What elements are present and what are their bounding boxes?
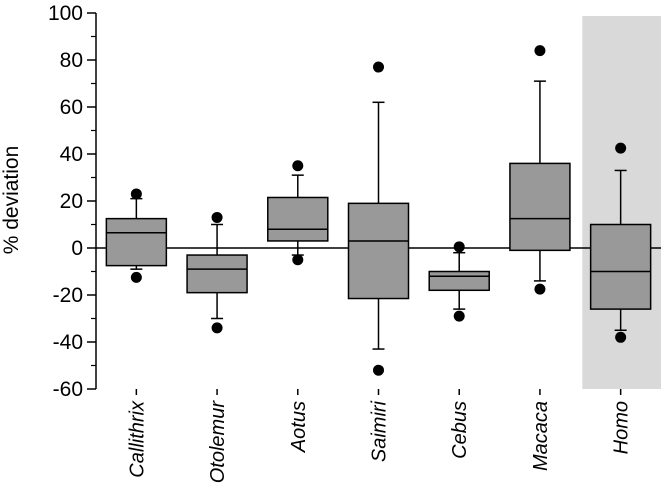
outlier-point bbox=[615, 142, 627, 154]
y-tick-label: 0 bbox=[71, 237, 83, 260]
category-label: Otolemur bbox=[207, 400, 229, 484]
outlier-point bbox=[534, 283, 546, 295]
outlier-point bbox=[292, 160, 304, 172]
outlier-point bbox=[615, 331, 627, 343]
y-tick-label: 100 bbox=[48, 2, 83, 25]
category-label: Homo bbox=[611, 401, 633, 454]
box-iqr bbox=[428, 270, 490, 292]
category-label: Saimiri bbox=[369, 400, 391, 462]
category-label: Macaca bbox=[530, 401, 552, 471]
box-iqr bbox=[267, 196, 329, 242]
y-tick-label: -60 bbox=[53, 378, 83, 401]
box-group-callithrix bbox=[105, 188, 168, 283]
box-iqr bbox=[105, 217, 168, 267]
box-iqr bbox=[589, 223, 652, 310]
outlier-point bbox=[130, 188, 142, 200]
box-group-saimiri bbox=[347, 61, 410, 376]
box-group-aotus bbox=[267, 160, 329, 266]
outlier-point bbox=[130, 271, 142, 283]
outlier-point bbox=[453, 241, 465, 253]
outlier-point bbox=[453, 310, 465, 322]
y-tick-label: 20 bbox=[60, 190, 83, 213]
y-tick-label: -40 bbox=[53, 331, 83, 354]
outlier-point bbox=[211, 322, 223, 334]
box-group-cebus bbox=[428, 241, 490, 322]
box-iqr bbox=[509, 162, 571, 252]
y-axis-title: % deviation bbox=[0, 146, 23, 255]
box-layer bbox=[105, 45, 652, 376]
outlier-point bbox=[292, 254, 304, 266]
y-tick-label: 60 bbox=[60, 96, 83, 119]
y-tick-label: 40 bbox=[60, 143, 83, 166]
highlight-band bbox=[582, 16, 661, 389]
label-layer: Callithrix Otolemur Aotus Saimiri Cebus Macac… bbox=[126, 400, 632, 484]
background-layer bbox=[582, 16, 661, 389]
box-iqr bbox=[347, 202, 410, 300]
category-label: Aotus bbox=[288, 401, 310, 453]
category-label: Cebus bbox=[449, 401, 471, 459]
axis-layer: 100 80 60 40 20 0 -20 -40 -60 bbox=[48, 2, 661, 401]
y-tick-label: -20 bbox=[53, 284, 83, 307]
box-iqr bbox=[186, 254, 248, 294]
category-label: Callithrix bbox=[126, 400, 148, 478]
box-group-otolemur bbox=[186, 211, 248, 334]
outlier-point bbox=[211, 211, 223, 223]
outlier-point bbox=[373, 61, 384, 73]
outlier-point bbox=[534, 45, 546, 57]
outlier-point bbox=[373, 364, 384, 376]
y-tick-label: 80 bbox=[60, 49, 83, 72]
box-group-macaca bbox=[509, 45, 571, 295]
box-group-homo bbox=[589, 142, 652, 343]
